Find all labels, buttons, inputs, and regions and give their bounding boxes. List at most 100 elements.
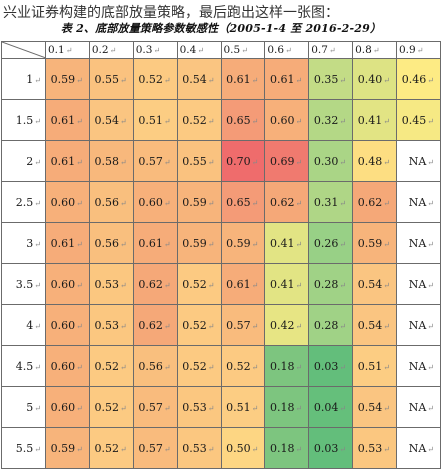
column-header: 0.9↵ xyxy=(396,41,441,59)
column-header: 0.2↵ xyxy=(88,41,134,59)
cell-value: 0.04 xyxy=(313,400,339,414)
paragraph-mark-icon: ↵ xyxy=(34,198,41,208)
cell-value: 0.54 xyxy=(94,113,120,127)
cell-value: 0.61 xyxy=(50,154,76,168)
paragraph-mark-icon: ↵ xyxy=(34,444,41,454)
paragraph-mark-icon: ↵ xyxy=(153,46,161,55)
heatmap-cell: 0.52↵ xyxy=(176,99,222,141)
cell-value: NA xyxy=(408,195,427,209)
paragraph-mark-icon: ↵ xyxy=(34,362,41,372)
heatmap-cell: 0.61↵ xyxy=(132,222,178,264)
paragraph-mark-icon: ↵ xyxy=(383,157,390,167)
heatmap-cell: NA↵ xyxy=(396,181,441,223)
paragraph-mark-icon: ↵ xyxy=(76,362,83,372)
heatmap-cell: 0.57↵ xyxy=(132,427,178,469)
cell-value: 0.52 xyxy=(138,72,163,86)
cell-value: 0.54 xyxy=(357,400,383,414)
cell-value: 0.61 xyxy=(50,113,76,127)
heatmap-cell: 0.62↵ xyxy=(132,263,178,305)
paragraph-mark-icon: ↵ xyxy=(163,362,171,372)
paragraph-mark-icon: ↵ xyxy=(207,75,215,85)
sensitivity-heatmap-table: 0.1↵ 0.2↵ 0.3↵ 0.4↵ 0.5↵ 0.6↵ 0.7↵ 0.8↵ 0.9↵ 1↵ 0… xyxy=(1,41,441,469)
heatmap-cell: 0.59↵ xyxy=(352,222,397,264)
paragraph-mark-icon: ↵ xyxy=(163,444,171,454)
heatmap-cell: 0.62↵ xyxy=(264,181,310,223)
heatmap-cell: 0.61↵ xyxy=(220,58,266,100)
heatmap-cell: 0.57↵ xyxy=(220,304,266,346)
heatmap-cell: 0.60↵ xyxy=(132,181,178,223)
corner-cell xyxy=(1,41,46,59)
table-row: 5.5↵ 0.59↵ 0.52↵ 0.57↵ 0.53↵ 0.50↵ 0.18↵ 0.03↵ 0… xyxy=(1,427,441,469)
paragraph-mark-icon: ↵ xyxy=(120,116,127,126)
paragraph-mark-icon: ↵ xyxy=(207,157,215,167)
row-header: 5↵ xyxy=(1,386,46,428)
heatmap-cell: 0.54↵ xyxy=(176,58,222,100)
heatmap-cell: 0.55↵ xyxy=(88,58,134,100)
paragraph-mark-icon: ↵ xyxy=(34,157,41,167)
heatmap-cell: 0.57↵ xyxy=(132,140,178,182)
heatmap-cell: 0.18↵ xyxy=(264,386,310,428)
paragraph-mark-icon: ↵ xyxy=(427,75,434,85)
table-row: 1↵ 0.59↵ 0.55↵ 0.52↵ 0.54↵ 0.61↵ 0.61↵ 0.35↵ 0.4… xyxy=(1,58,441,100)
paragraph-mark-icon: ↵ xyxy=(383,239,390,249)
paragraph-mark-icon: ↵ xyxy=(427,362,434,372)
heatmap-cell: 0.60↵ xyxy=(45,345,90,387)
paragraph-mark-icon: ↵ xyxy=(295,444,303,454)
heatmap-cell: 0.52↵ xyxy=(176,263,222,305)
heatmap-cell: 0.41↵ xyxy=(352,99,397,141)
paragraph-mark-icon: ↵ xyxy=(207,198,215,208)
cell-value: 0.61 xyxy=(226,72,251,86)
heatmap-cell: 0.28↵ xyxy=(308,304,354,346)
heatmap-cell: 0.60↵ xyxy=(45,386,90,428)
paragraph-mark-icon: ↵ xyxy=(383,444,390,454)
heatmap-cell: 0.03↵ xyxy=(308,427,354,469)
paragraph-mark-icon: ↵ xyxy=(295,157,303,167)
heatmap-cell: 0.52↵ xyxy=(220,345,266,387)
paragraph-mark-icon: ↵ xyxy=(251,444,259,454)
heatmap-cell: 0.54↵ xyxy=(88,99,134,141)
heatmap-cell: 0.57↵ xyxy=(132,386,178,428)
heatmap-cell: 0.18↵ xyxy=(264,427,310,469)
diagonal-line-icon xyxy=(2,42,45,58)
heatmap-cell: NA↵ xyxy=(396,345,441,387)
cell-value: 0.26 xyxy=(313,236,339,250)
cell-value: 0.60 xyxy=(270,113,295,127)
cell-value: 0.53 xyxy=(94,277,120,291)
cell-value: 0.55 xyxy=(94,72,120,86)
cell-value: 0.60 xyxy=(50,400,76,414)
paragraph-mark-icon: ↵ xyxy=(76,403,83,413)
heatmap-cell: 0.54↵ xyxy=(352,263,397,305)
cell-value: 0.53 xyxy=(94,318,120,332)
paragraph-mark-icon: ↵ xyxy=(295,198,303,208)
paragraph-mark-icon: ↵ xyxy=(76,157,83,167)
heatmap-cell: 0.03↵ xyxy=(308,345,354,387)
heatmap-cell: 0.52↵ xyxy=(88,427,134,469)
cell-value: 0.54 xyxy=(182,72,207,86)
heatmap-cell: 0.48↵ xyxy=(352,140,397,182)
paragraph-mark-icon: ↵ xyxy=(76,198,83,208)
paragraph-mark-icon: ↵ xyxy=(427,444,434,454)
paragraph-mark-icon: ↵ xyxy=(295,239,303,249)
cell-value: 0.61 xyxy=(138,236,163,250)
heatmap-cell: 0.41↵ xyxy=(264,263,310,305)
cell-value: 0.53 xyxy=(357,441,383,455)
paragraph-mark-icon: ↵ xyxy=(427,403,434,413)
paragraph-mark-icon: ↵ xyxy=(339,403,347,413)
cell-value: 0.59 xyxy=(50,441,76,455)
paragraph-mark-icon: ↵ xyxy=(120,157,127,167)
paragraph-mark-icon: ↵ xyxy=(120,75,127,85)
paragraph-mark-icon: ↵ xyxy=(339,362,347,372)
paragraph-mark-icon: ↵ xyxy=(163,157,171,167)
heatmap-cell: 0.60↵ xyxy=(45,304,90,346)
cell-value: 0.58 xyxy=(94,154,120,168)
cell-value: 0.30 xyxy=(313,154,339,168)
paragraph-mark-icon: ↵ xyxy=(207,280,215,290)
heatmap-cell: 0.69↵ xyxy=(264,140,310,182)
paragraph-mark-icon: ↵ xyxy=(339,444,347,454)
paragraph-mark-icon: ↵ xyxy=(34,280,41,290)
paragraph-mark-icon: ↵ xyxy=(295,116,303,126)
paragraph-mark-icon: ↵ xyxy=(197,46,205,55)
paragraph-mark-icon: ↵ xyxy=(163,321,171,331)
cell-value: 0.32 xyxy=(313,113,339,127)
row-header: 3.5↵ xyxy=(1,263,46,305)
